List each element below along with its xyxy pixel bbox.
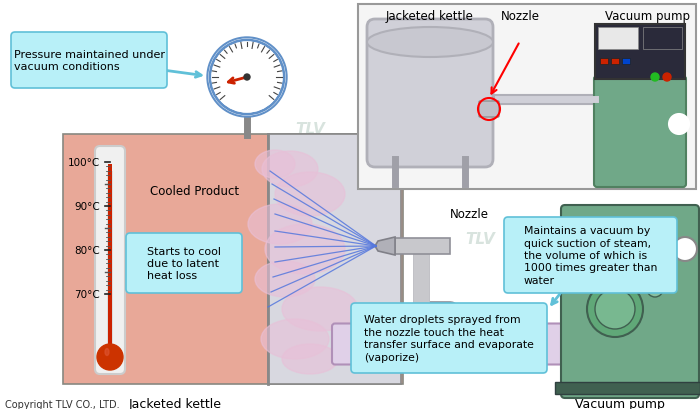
Circle shape (209, 40, 285, 116)
Bar (600, 59, 608, 65)
Text: Pressure maintained under
vacuum conditions: Pressure maintained under vacuum conditi… (13, 49, 164, 72)
Text: Cooled Product: Cooled Product (150, 184, 239, 198)
Text: TLV: TLV (465, 232, 495, 247)
Ellipse shape (261, 319, 329, 359)
Text: Nozzle: Nozzle (500, 10, 540, 23)
Text: TLV: TLV (25, 32, 55, 47)
Ellipse shape (262, 152, 318, 188)
Text: Jacketed kettle: Jacketed kettle (386, 10, 474, 23)
Bar (622, 59, 630, 65)
FancyBboxPatch shape (108, 164, 112, 344)
Ellipse shape (367, 28, 493, 58)
Text: 70°C: 70°C (74, 289, 100, 299)
Text: Copyright TLV CO., LTD.: Copyright TLV CO., LTD. (5, 399, 120, 409)
FancyBboxPatch shape (107, 172, 113, 359)
Circle shape (207, 38, 287, 118)
FancyBboxPatch shape (367, 20, 493, 168)
Ellipse shape (105, 348, 109, 356)
Bar (598, 28, 638, 50)
Ellipse shape (282, 287, 358, 331)
FancyBboxPatch shape (351, 303, 547, 373)
Bar (555, 382, 700, 394)
Text: TLV: TLV (170, 192, 200, 207)
Text: 90°C: 90°C (74, 202, 100, 211)
Bar (643, 28, 682, 50)
Circle shape (97, 344, 123, 370)
FancyBboxPatch shape (95, 147, 125, 374)
FancyBboxPatch shape (395, 238, 450, 254)
Text: Jacketed kettle: Jacketed kettle (129, 397, 221, 409)
Circle shape (212, 43, 282, 113)
Ellipse shape (248, 204, 312, 245)
Text: 100°C: 100°C (68, 157, 100, 168)
FancyBboxPatch shape (126, 234, 242, 293)
Text: Water droplets sprayed from
the nozzle touch the heat
transfer surface and evapo: Water droplets sprayed from the nozzle t… (364, 315, 534, 362)
Text: 80°C: 80°C (74, 245, 100, 255)
Bar (63, 135, 403, 384)
Circle shape (651, 74, 659, 82)
Circle shape (669, 115, 689, 135)
Circle shape (587, 281, 643, 337)
Polygon shape (375, 237, 395, 255)
Circle shape (663, 74, 671, 82)
FancyBboxPatch shape (594, 77, 686, 188)
FancyBboxPatch shape (332, 324, 700, 364)
Circle shape (673, 237, 697, 261)
Ellipse shape (255, 151, 295, 179)
FancyBboxPatch shape (561, 205, 699, 398)
Circle shape (244, 75, 250, 81)
Text: Vacuum pump: Vacuum pump (575, 397, 665, 409)
Text: Vacuum pump: Vacuum pump (606, 10, 690, 23)
Ellipse shape (282, 344, 338, 374)
Bar (268, 135, 401, 384)
Text: Maintains a vacuum by
quick suction of steam,
the volume of which is
1000 times : Maintains a vacuum by quick suction of s… (524, 226, 657, 285)
Bar (358, 5, 696, 189)
Text: TLV: TLV (295, 122, 325, 137)
Bar (595, 25, 685, 80)
Circle shape (595, 289, 635, 329)
FancyBboxPatch shape (479, 102, 499, 118)
FancyBboxPatch shape (11, 33, 167, 89)
Text: TLV: TLV (615, 272, 645, 287)
Circle shape (637, 241, 653, 257)
Bar (611, 59, 619, 65)
Circle shape (595, 239, 635, 279)
FancyBboxPatch shape (504, 218, 677, 293)
Ellipse shape (265, 225, 345, 274)
Text: Starts to cool
due to latent
heat loss: Starts to cool due to latent heat loss (147, 246, 221, 281)
Ellipse shape (255, 261, 315, 297)
Circle shape (587, 231, 643, 287)
Circle shape (647, 281, 663, 297)
Ellipse shape (275, 173, 345, 216)
Text: Nozzle: Nozzle (450, 208, 489, 221)
